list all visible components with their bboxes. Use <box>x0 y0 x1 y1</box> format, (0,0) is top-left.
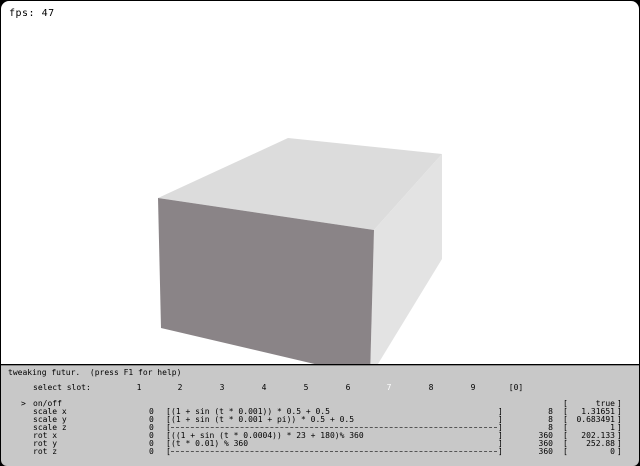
value-bracket-right: ] <box>617 423 622 432</box>
param-name: rot x <box>33 431 58 440</box>
expr-bracket-left: [ <box>166 431 171 440</box>
param-value[interactable]: 1.31651 <box>581 407 615 416</box>
scene-canvas <box>158 138 442 364</box>
param-row-scale-x[interactable]: scale x 0 [ (1 + sin (t * 0.001)) * 0.5 … <box>1 407 639 416</box>
param-expression[interactable]: (1 + sin (t * 0.001 + pi)) * 0.5 + 0.5 <box>171 415 355 424</box>
expr-bracket-left: [ <box>166 439 171 448</box>
param-name: on/off <box>33 399 62 408</box>
slot-4[interactable]: 4 <box>261 383 267 392</box>
param-max: 8 <box>548 407 553 416</box>
param-row-scale-y[interactable]: scale y 0 [ (1 + sin (t * 0.001 + pi)) *… <box>1 415 639 424</box>
slot-selector: select slot: 1 2 3 4 5 6 7 8 9 [0] <box>1 383 639 393</box>
slot-1[interactable]: 1 <box>136 383 142 392</box>
value-bracket-left: [ <box>563 415 568 424</box>
box-side-face <box>370 154 442 364</box>
param-max: 360 <box>538 447 553 456</box>
value-bracket-left: [ <box>563 423 568 432</box>
param-max: 8 <box>548 423 553 432</box>
param-value[interactable]: 202.133 <box>581 431 615 440</box>
3d-viewport[interactable]: fps: 47 <box>1 1 639 364</box>
param-expression[interactable]: ((1 + sin (t * 0.0004)) * 23 + 180)% 360 <box>171 431 364 440</box>
value-bracket-right: ] <box>617 407 622 416</box>
param-expression[interactable]: (1 + sin (t * 0.001)) * 0.5 + 0.5 <box>171 407 330 416</box>
param-slider[interactable] <box>171 447 497 452</box>
expr-bracket-left: [ <box>166 415 171 424</box>
value-bracket-right: ] <box>617 399 622 408</box>
param-min: 0 <box>149 423 154 432</box>
param-max: 360 <box>538 431 553 440</box>
param-value[interactable]: 1 <box>610 423 615 432</box>
slot-8[interactable]: 8 <box>428 383 434 392</box>
box-front-face <box>158 198 374 364</box>
param-min: 0 <box>149 415 154 424</box>
value-bracket-right: ] <box>617 439 622 448</box>
param-name: scale z <box>33 423 67 432</box>
param-max: 8 <box>548 415 553 424</box>
value-bracket-left: [ <box>563 431 568 440</box>
tweak-panel: tweaking futur. (press F1 for help) sele… <box>1 365 639 466</box>
param-row-on-off[interactable]: > on/off [ true ] <box>1 399 639 408</box>
slot-5[interactable]: 5 <box>303 383 309 392</box>
slot-7[interactable]: 7 <box>386 383 392 392</box>
expr-bracket-right: ] <box>498 423 503 432</box>
param-name: rot y <box>33 439 58 448</box>
param-row-rot-x[interactable]: rot x 0 [ ((1 + sin (t * 0.0004)) * 23 +… <box>1 431 639 440</box>
slot-2[interactable]: 2 <box>177 383 183 392</box>
param-row-scale-z[interactable]: scale z 0 [ ] 8 [ 1 ] <box>1 423 639 432</box>
param-name: rot z <box>33 447 58 456</box>
fps-counter: fps: 47 <box>9 8 55 19</box>
param-min: 0 <box>149 431 154 440</box>
param-value[interactable]: true <box>595 399 615 408</box>
value-bracket-right: ] <box>617 431 622 440</box>
select-slot-label: select slot: <box>33 383 91 392</box>
param-min: 0 <box>149 407 154 416</box>
value-bracket-left: [ <box>563 407 568 416</box>
param-name: scale y <box>33 415 67 424</box>
expr-bracket-right: ] <box>498 439 503 448</box>
param-expression[interactable]: (t * 0.01) % 360 <box>171 439 249 448</box>
param-value[interactable]: 252.88 <box>586 439 615 448</box>
slot-6[interactable]: 6 <box>345 383 351 392</box>
expr-bracket-left: [ <box>166 447 171 456</box>
param-min: 0 <box>149 439 154 448</box>
expr-bracket-right: ] <box>498 407 503 416</box>
value-bracket-left: [ <box>563 439 568 448</box>
value-bracket-left: [ <box>563 447 568 456</box>
value-bracket-right: ] <box>617 447 622 456</box>
box-top-face <box>158 138 442 230</box>
row-cursor: > <box>21 399 26 408</box>
param-value[interactable]: 0 <box>610 447 615 456</box>
param-name: scale x <box>33 407 67 416</box>
expr-bracket-left: [ <box>166 407 171 416</box>
slot-0[interactable]: [0] <box>508 383 524 392</box>
slot-3[interactable]: 3 <box>219 383 225 392</box>
value-bracket-left: [ <box>563 399 568 408</box>
panel-title: tweaking futur. (press F1 for help) <box>8 368 182 377</box>
expr-bracket-right: ] <box>498 415 503 424</box>
slot-9[interactable]: 9 <box>470 383 476 392</box>
value-bracket-right: ] <box>617 415 622 424</box>
param-slider[interactable] <box>171 423 497 428</box>
param-row-rot-y[interactable]: rot y 0 [ (t * 0.01) % 360 ] 360 [ 252.8… <box>1 439 639 448</box>
expr-bracket-left: [ <box>166 423 171 432</box>
param-row-rot-z[interactable]: rot z 0 [ ] 360 [ 0 ] <box>1 447 639 456</box>
param-value[interactable]: 0.683491 <box>576 415 615 424</box>
param-max: 360 <box>538 439 553 448</box>
param-min: 0 <box>149 447 154 456</box>
parameter-list: > on/off [ true ] scale x 0 [ (1 + sin (… <box>1 399 639 456</box>
expr-bracket-right: ] <box>498 431 503 440</box>
expr-bracket-right: ] <box>498 447 503 456</box>
